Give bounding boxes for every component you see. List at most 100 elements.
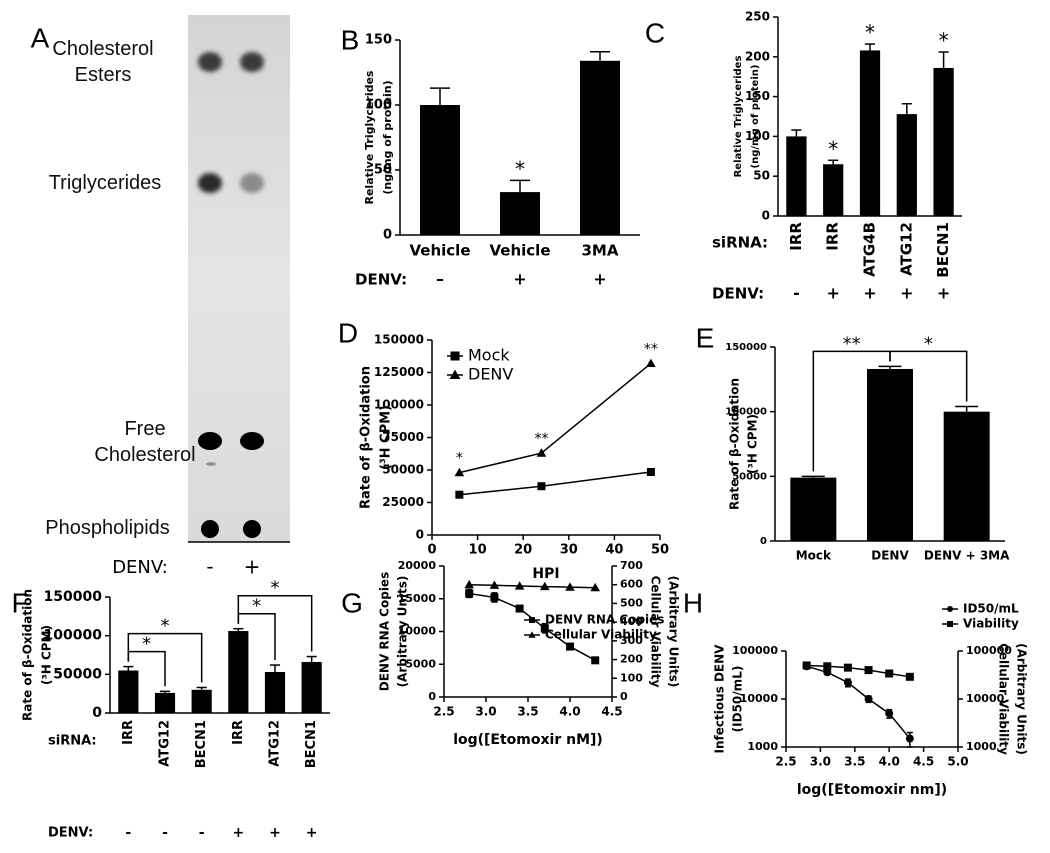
- marker: [449, 369, 461, 380]
- marker: [843, 663, 852, 672]
- row-label: DENV:: [112, 557, 168, 578]
- x-tick-label: 20: [514, 543, 532, 558]
- tlc-spot: [198, 52, 222, 72]
- significance-bracket: [237, 594, 313, 652]
- y-tick-label: 50: [374, 163, 392, 178]
- x-tick-label: IRR: [787, 222, 805, 251]
- y-tick-label: 50: [753, 169, 770, 183]
- x-tick-label: 4.5: [913, 755, 934, 769]
- significance-label: *: [924, 333, 933, 354]
- marker: [591, 656, 600, 665]
- marker: [843, 678, 852, 687]
- x-tick-label: Mock: [796, 549, 832, 563]
- marker: [905, 672, 914, 681]
- legend-label: DENV: [468, 365, 513, 384]
- x-tick-label: BECN1: [934, 222, 952, 278]
- significance-label: *: [252, 596, 261, 617]
- row-value: +: [593, 270, 606, 289]
- y-tick-label: 15000: [398, 592, 437, 605]
- y-axis-label: (ng/mg of protein): [381, 80, 394, 194]
- panel-label: D: [338, 317, 358, 348]
- bar: [896, 114, 917, 216]
- y-tick-label: 100000: [374, 398, 424, 412]
- y-tick-label: 50000: [53, 666, 102, 682]
- marker: [885, 669, 894, 678]
- marker: [947, 621, 953, 627]
- y-tick-label: 20000: [398, 559, 437, 572]
- marker: [515, 604, 524, 613]
- y-tick-label: 10000: [966, 692, 1005, 705]
- row-value: +: [306, 825, 318, 841]
- x-tick-label: Vehicle: [410, 242, 471, 260]
- legend-label: DENV RNA Copies: [545, 613, 664, 627]
- x-axis-label: HPI: [532, 566, 559, 582]
- marker: [455, 490, 464, 499]
- y-axis-label: (Arbitrary Units): [396, 576, 410, 688]
- y-tick-label: 700: [620, 559, 643, 572]
- panel-label: A: [31, 22, 50, 53]
- significance-label: *: [142, 634, 151, 655]
- y-tick-label: 150000: [374, 333, 424, 347]
- x-tick-label: ATG12: [158, 720, 173, 767]
- y-axis-label: Infectious DENV: [713, 644, 727, 754]
- y-tick-label: 100000: [966, 644, 1012, 657]
- panel-label: B: [341, 24, 360, 55]
- y-tick-label: 0: [383, 228, 392, 243]
- marker: [885, 709, 894, 718]
- tlc-spot: [240, 52, 264, 72]
- x-tick-label: 3.5: [517, 705, 538, 719]
- y-tick-label: 100000: [732, 644, 778, 657]
- y-tick-label: 300: [620, 634, 643, 647]
- marker: [537, 482, 546, 491]
- row-label: siRNA:: [712, 234, 768, 252]
- y-tick-label: 75000: [382, 430, 424, 444]
- y-tick-label: 100000: [725, 407, 767, 418]
- marker: [450, 351, 460, 361]
- y-tick-label: 200: [620, 653, 643, 666]
- panel-label: H: [683, 587, 703, 618]
- x-tick-label: IRR: [231, 720, 246, 745]
- significance-label: *: [515, 157, 525, 181]
- y-tick-label: 100000: [44, 628, 103, 644]
- y-axis-label: DENV RNA Copies: [378, 572, 392, 691]
- x-tick-label: 3.5: [844, 755, 865, 769]
- y-tick-label: 150: [365, 33, 392, 48]
- legend-label: Mock: [468, 346, 510, 365]
- row-value: +: [232, 825, 244, 841]
- tlc-spot: [240, 173, 264, 193]
- y-tick-label: 50000: [382, 463, 424, 477]
- bar: [790, 477, 837, 541]
- tlc-spot: [243, 520, 261, 538]
- row-label: siRNA:: [48, 734, 97, 749]
- row-label: DENV:: [48, 826, 93, 841]
- series-line: [806, 665, 911, 740]
- bar: [191, 689, 212, 713]
- row-value: -: [125, 825, 131, 841]
- significance-label: **: [644, 341, 658, 357]
- marker: [465, 589, 474, 598]
- y-tick-label: 125000: [374, 365, 424, 379]
- y-tick-label: 0: [416, 528, 424, 542]
- series-line: [469, 583, 596, 589]
- x-tick-label: 40: [605, 543, 623, 558]
- significance-label: **: [534, 431, 548, 447]
- marker: [490, 593, 499, 602]
- x-tick-label: 2.5: [775, 755, 796, 769]
- x-tick-label: 10: [469, 543, 487, 558]
- y-axis-label: (Arbitrary Units): [667, 576, 681, 688]
- row-value: +: [513, 270, 526, 289]
- marker: [864, 666, 873, 675]
- bar: [823, 164, 844, 216]
- bar: [859, 50, 881, 216]
- lane-label: -: [206, 555, 213, 579]
- significance-label: *: [161, 616, 170, 637]
- panel-label: C: [645, 17, 665, 48]
- marker: [536, 448, 547, 457]
- panel-label: E: [696, 322, 715, 353]
- row-value: +: [826, 284, 839, 303]
- x-tick-label: Vehicle: [490, 242, 551, 260]
- marker: [566, 642, 574, 651]
- y-tick-label: 200: [745, 49, 770, 63]
- x-tick-label: ATG4B: [861, 222, 879, 277]
- marker: [646, 467, 655, 476]
